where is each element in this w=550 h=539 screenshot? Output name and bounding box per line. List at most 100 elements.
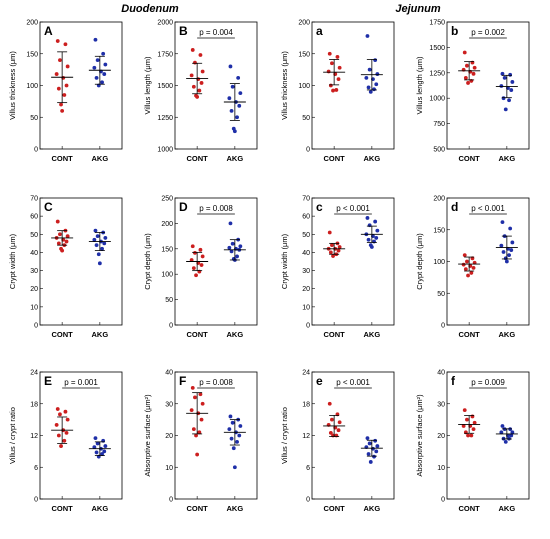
data-point [330,61,334,66]
y-tick-label: 100 [26,83,38,90]
data-point [375,228,380,233]
y-tick-label: 60 [302,214,310,221]
y-tick-label: 40 [437,370,445,377]
data-point [193,395,197,400]
data-point [64,239,69,244]
data-point [372,239,376,244]
data-point [365,436,370,441]
data-point [499,84,504,88]
plot-frame [39,371,123,500]
data-point [337,65,342,70]
data-point [374,82,379,87]
panel-C: 0 10 20 30 40 50 60 70 CONT AKG Crypt width (μm) C [8,196,123,339]
data-point [372,87,376,92]
data-point [465,63,469,68]
y-axis-label: Crypt depth (μm) [415,233,424,290]
data-point [232,129,237,134]
y-tick-label: 1500 [429,45,445,52]
y-axis-label: Crypt width (μm) [280,233,289,289]
data-point [238,424,243,428]
category-label: CONT [459,154,481,163]
data-point [60,248,65,253]
data-point [54,423,59,427]
y-tick-label: 50 [302,232,310,239]
panel-B: 1000 1250 1500 1750 2000 CONT AKG Villus length… [143,20,258,163]
data-point [364,75,369,80]
data-point [337,420,342,425]
panel-label: A [44,24,53,38]
y-tick-label: 30 [302,268,310,275]
category-label: AKG [227,330,244,339]
panel-label: B [179,24,188,38]
data-point [93,436,98,441]
data-point [461,262,466,267]
data-point [366,452,371,456]
data-point [507,253,511,258]
data-point [334,88,339,92]
data-point [471,427,476,432]
plot-frame [311,197,395,326]
data-point [367,441,372,446]
y-tick-label: 20 [302,286,310,293]
y-axis-label: Villus thickness (μm) [280,51,289,120]
y-tick-label: 20 [30,286,38,293]
data-point [100,80,104,85]
panel-label: e [316,374,323,388]
panel-F: 0 10 20 30 40 CONT AKG Absorptive surface (μm²)… [143,370,258,513]
data-point [509,248,514,252]
data-point [55,219,60,224]
data-point [365,34,370,38]
p-value: p < 0.001 [471,204,505,213]
data-point [227,427,232,432]
p-value: p = 0.002 [471,28,505,37]
data-point [102,241,107,246]
data-point [92,65,97,70]
data-point [190,385,195,390]
data-point [94,75,99,80]
data-point [327,401,332,406]
duodenum-title: Duodenum [121,3,179,15]
category-label: AKG [364,330,381,339]
data-point [471,71,476,76]
data-point [198,247,203,252]
y-tick-label: 50 [302,115,310,122]
panel-label: f [451,374,456,388]
data-point [336,428,341,433]
p-value: p = 0.008 [199,378,233,387]
data-point [367,223,372,228]
category-label: CONT [187,154,209,163]
data-point [235,115,239,120]
data-point [231,446,236,451]
category-label: CONT [459,330,481,339]
data-point [336,248,341,253]
data-point [330,417,334,422]
data-point [64,83,69,88]
y-tick-label: 150 [298,51,310,58]
data-point [502,75,507,80]
y-tick-label: 0 [306,147,310,154]
y-tick-label: 18 [302,401,310,408]
data-point [501,250,506,254]
category-label: CONT [52,154,74,163]
y-tick-label: 0 [441,323,445,330]
data-point [56,433,61,438]
data-point [238,91,243,96]
data-point [463,267,468,272]
y-tick-label: 6 [306,465,310,472]
data-point [194,273,198,278]
plot-frame [174,371,258,500]
data-point [337,245,342,249]
category-label: AKG [499,154,516,163]
data-point [199,417,204,422]
data-point [200,69,205,74]
data-point [465,259,469,264]
y-tick-label: 750 [433,121,445,128]
data-point [56,241,61,246]
p-value: p = 0.009 [471,378,505,387]
data-point [95,58,100,62]
y-axis-label: Villus length (μm) [415,56,424,114]
y-tick-label: 0 [169,323,173,330]
data-point [327,51,332,56]
y-tick-label: 20 [437,433,445,440]
